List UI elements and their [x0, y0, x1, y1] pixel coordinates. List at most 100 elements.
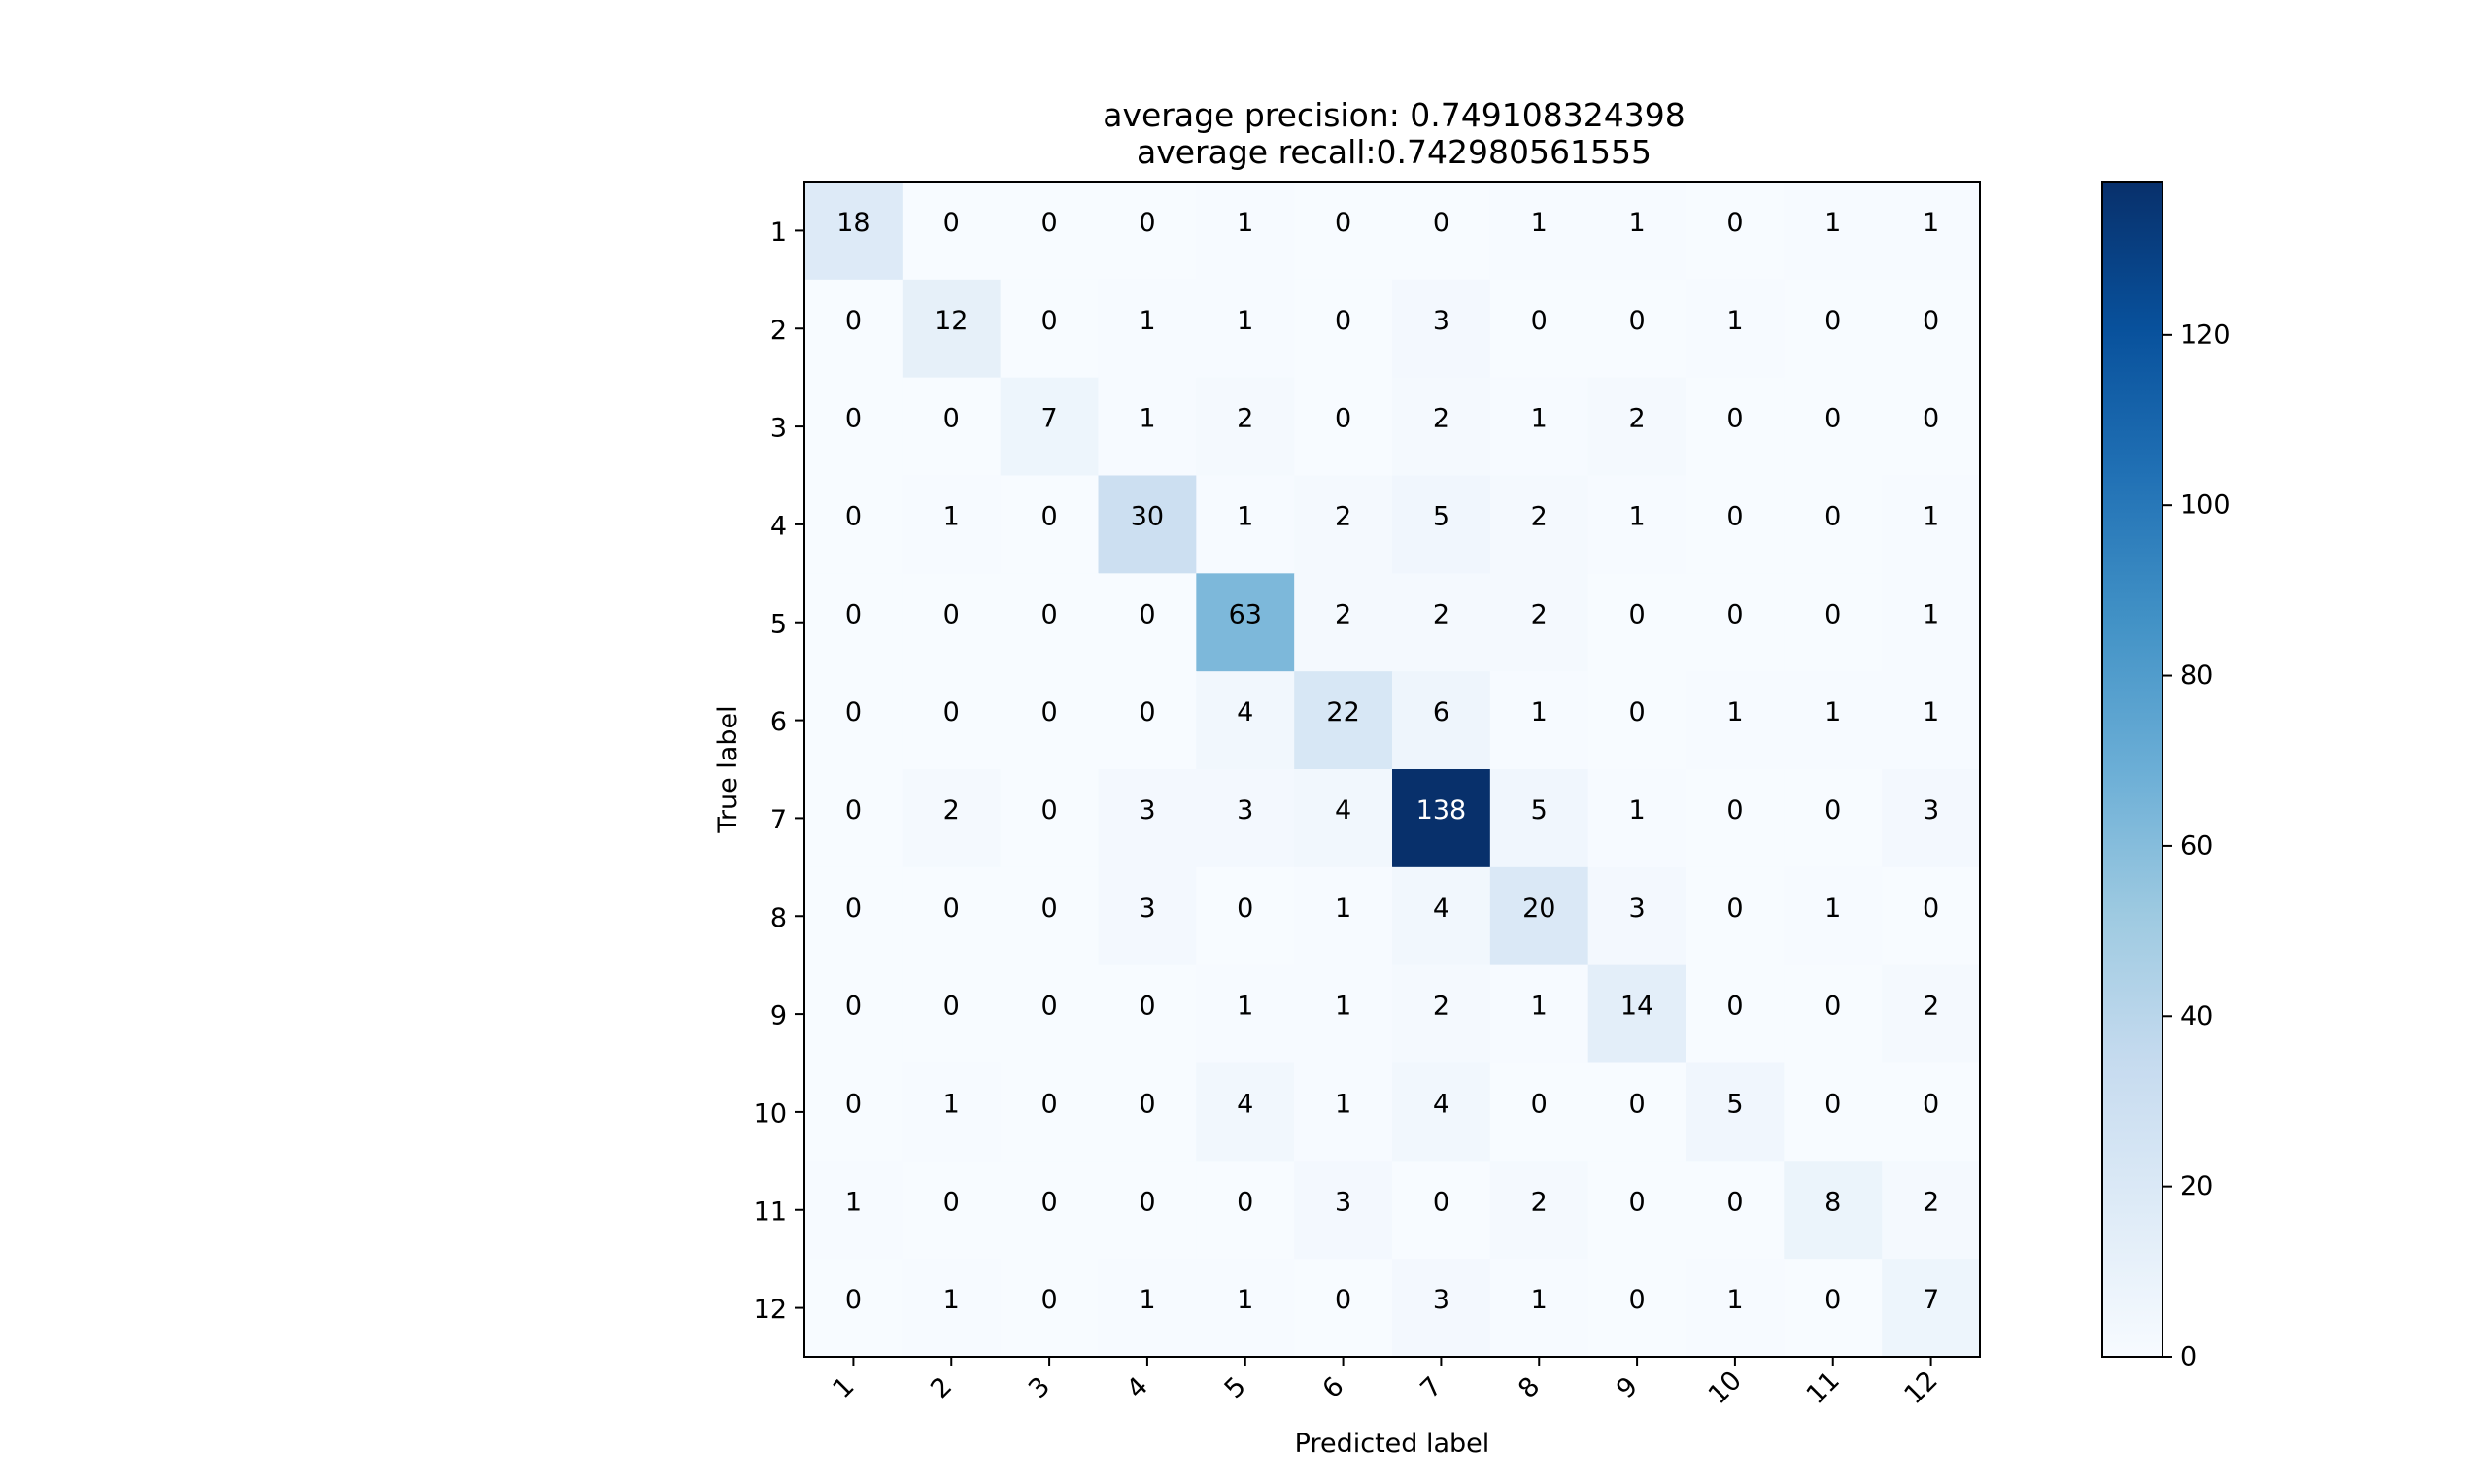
cell-value-label: 1	[943, 1089, 960, 1119]
cell-value-label: 0	[943, 992, 960, 1022]
heatmap-cell	[1392, 1259, 1491, 1358]
heatmap-cell	[1392, 1161, 1491, 1260]
cell-value-label: 1	[1628, 208, 1645, 238]
cell-value-label: 2	[1531, 501, 1548, 531]
heatmap-cell	[1882, 377, 1981, 476]
heatmap-cell	[1686, 1259, 1785, 1358]
heatmap-cell	[1686, 1161, 1785, 1260]
y-tick-label: 10	[754, 1098, 787, 1129]
heatmap-cell	[1000, 964, 1099, 1063]
cell-value-label: 1	[1335, 992, 1351, 1022]
heatmap-cell	[902, 769, 1002, 868]
heatmap-cell	[1686, 279, 1785, 379]
cell-value-label: 5	[1531, 795, 1548, 826]
cell-value-label: 0	[1040, 208, 1057, 238]
heatmap-cell	[1000, 866, 1099, 966]
heatmap-cell	[1000, 671, 1099, 770]
colorbar-tick-label: 80	[2180, 660, 2213, 691]
cell-value-label: 0	[1335, 404, 1351, 434]
chart-title-line-2: average recall:0.742980561555	[1137, 133, 1652, 171]
colorbar-tick-label: 60	[2180, 830, 2213, 860]
heatmap-cell	[1784, 1259, 1883, 1358]
heatmap-cell	[1784, 182, 1883, 281]
heatmap-cell	[1882, 671, 1981, 770]
cell-value-label: 6	[1433, 697, 1449, 727]
cell-value-label: 0	[1139, 697, 1155, 727]
heatmap-cell	[1000, 377, 1099, 476]
heatmap-cell	[1196, 182, 1295, 281]
heatmap-cell	[1392, 964, 1491, 1063]
heatmap-cell	[1294, 671, 1393, 770]
cell-value-label: 0	[1335, 208, 1351, 238]
heatmap-cell	[1196, 769, 1295, 868]
colorbar-tick-label: 20	[2180, 1171, 2213, 1201]
heatmap-cell	[1196, 1062, 1295, 1162]
heatmap-cell	[1098, 671, 1197, 770]
heatmap-cell	[902, 377, 1002, 476]
cell-value-label: 1	[1531, 697, 1548, 727]
heatmap-cell	[1882, 964, 1981, 1063]
cell-value-label: 4	[1433, 1089, 1449, 1119]
heatmap-cell	[1294, 377, 1393, 476]
colorbar-tick-label: 40	[2180, 1001, 2213, 1031]
cell-value-label: 2	[1433, 599, 1449, 629]
heatmap-cell	[1784, 1161, 1883, 1260]
cell-value-label: 0	[1040, 306, 1057, 336]
heatmap-cells	[804, 182, 1981, 1358]
heatmap-cell	[1587, 769, 1686, 868]
cell-value-label: 0	[1726, 501, 1743, 531]
heatmap-cell	[1489, 769, 1589, 868]
heatmap-cell	[804, 866, 903, 966]
heatmap-cell	[1784, 671, 1883, 770]
heatmap-cell	[902, 573, 1002, 672]
cell-value-label: 2	[1923, 1187, 1939, 1217]
heatmap-cell	[804, 279, 903, 379]
cell-value-label: 0	[1923, 404, 1939, 434]
cell-value-label: 7	[1040, 404, 1057, 434]
heatmap-cell	[1098, 573, 1197, 672]
cell-value-label: 0	[845, 894, 862, 924]
heatmap-cell	[1882, 1259, 1981, 1358]
y-axis-label: True label	[713, 705, 743, 833]
cell-value-label: 1	[845, 1187, 862, 1217]
cell-value-label: 138	[1416, 795, 1467, 826]
heatmap-cell	[1098, 279, 1197, 379]
cell-value-label: 0	[1726, 599, 1743, 629]
cell-value-label: 0	[1726, 1187, 1743, 1217]
heatmap-cell	[1489, 475, 1589, 574]
heatmap-cell	[1196, 1161, 1295, 1260]
heatmap-cell	[902, 1062, 1002, 1162]
heatmap-cell	[1196, 964, 1295, 1063]
cell-value-label: 1	[1726, 697, 1743, 727]
cell-value-label: 30	[1131, 501, 1164, 531]
cell-value-label: 0	[845, 306, 862, 336]
heatmap-cell	[1098, 964, 1197, 1063]
plot-frame	[803, 181, 1981, 1358]
cell-value-label: 4	[1237, 697, 1253, 727]
cell-value-label: 0	[943, 1187, 960, 1217]
cell-value-label: 7	[1923, 1285, 1939, 1315]
heatmap-cell	[804, 475, 903, 574]
heatmap-cell	[1489, 279, 1589, 379]
cell-value-label: 0	[1628, 599, 1645, 629]
cell-value-label: 0	[1628, 697, 1645, 727]
heatmap-cell	[1000, 1062, 1099, 1162]
cell-value-label: 2	[1433, 992, 1449, 1022]
heatmap-cell	[1098, 182, 1197, 281]
cell-value-label: 0	[1628, 306, 1645, 336]
cell-value-label: 0	[1040, 1089, 1057, 1119]
cell-value-label: 0	[1040, 1187, 1057, 1217]
heatmap-cell	[1489, 377, 1589, 476]
y-tick-label: 5	[770, 609, 787, 639]
cell-value-label: 1	[1726, 306, 1743, 336]
heatmap-cell	[1294, 964, 1393, 1063]
cell-value-label: 1	[1139, 306, 1155, 336]
heatmap-cell	[804, 964, 903, 1063]
y-tick-label: 11	[754, 1197, 787, 1227]
cell-value-label: 1	[1923, 697, 1939, 727]
heatmap-cell	[1392, 475, 1491, 574]
heatmap-cell	[1294, 769, 1393, 868]
heatmap-cell	[1587, 279, 1686, 379]
